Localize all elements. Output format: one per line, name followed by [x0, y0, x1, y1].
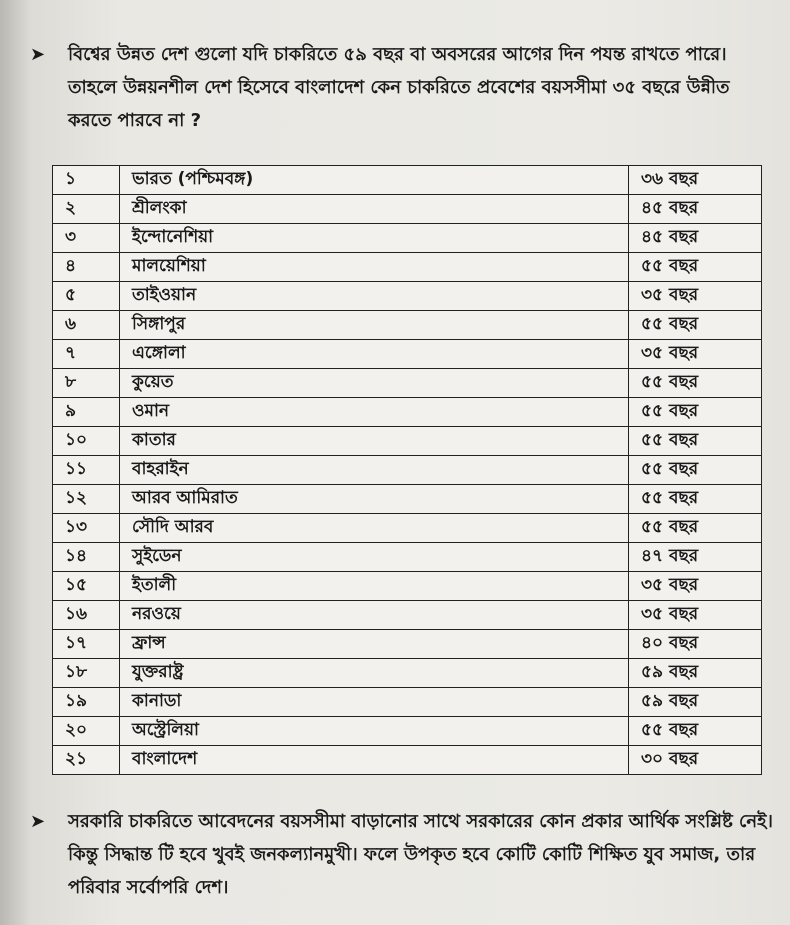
row-number: ১৮	[52, 658, 120, 688]
table-row: ১৭ ফ্রান্স ৪০ বছর	[52, 629, 762, 659]
table-row: ৫ তাইওয়ান ৩৫ বছর	[52, 281, 762, 311]
row-number: ১৩	[52, 513, 120, 543]
table-row: ১৩ সৌদি আরব ৫৫ বছর	[52, 513, 762, 543]
country-name: আরব আমিরাত	[119, 484, 629, 514]
table-row: ৬ সিঙ্গাপুর ৫৫ বছর	[52, 310, 762, 340]
age-limit: ৫৫ বছর	[628, 368, 762, 398]
age-limit: ৫৯ বছর	[628, 687, 762, 717]
age-limit: ৩৬ বছর	[628, 165, 762, 195]
age-limit: ৫৫ বছর	[628, 716, 762, 746]
age-limit: ৪৫ বছর	[628, 194, 762, 224]
table-row: ১২ আরব আমিরাত ৫৫ বছর	[52, 484, 762, 514]
row-number: ৯	[52, 397, 120, 427]
table-row: ২ শ্রীলংকা ৪৫ বছর	[52, 194, 762, 224]
age-limit: ৪৫ বছর	[628, 223, 762, 253]
intro-text: বিশ্বের উন্নত দেশ গুলো যদি চাকরিতে ৫৯ বছ…	[68, 44, 730, 131]
country-name: বাংলাদেশ	[119, 745, 629, 775]
table-row: ১ ভারত (পশ্চিমবঙ্গ) ৩৬ বছর	[52, 165, 762, 195]
country-name: সিঙ্গাপুর	[119, 310, 629, 340]
row-number: ১২	[52, 484, 120, 514]
row-number: ১৯	[52, 687, 120, 717]
age-limit: ৫৫ বছর	[628, 310, 762, 340]
row-number: ১৭	[52, 629, 120, 659]
table-row: ২০ অস্ট্রেলিয়া ৫৫ বছর	[52, 716, 762, 746]
country-name: সৌদি আরব	[119, 513, 629, 543]
country-name: কাতার	[119, 426, 629, 456]
table-row: ৮ কুয়েত ৫৫ বছর	[52, 368, 762, 398]
country-name: ফ্রান্স	[119, 629, 629, 659]
country-name: এঙ্গোলা	[119, 339, 629, 369]
country-name: নরওয়ে	[119, 600, 629, 630]
retirement-age-table: ১ ভারত (পশ্চিমবঙ্গ) ৩৬ বছর ২ শ্রীলংকা ৪৫ বছর ৩…	[52, 165, 762, 775]
row-number: ৬	[52, 310, 120, 340]
age-limit: ৫৫ বছর	[628, 513, 762, 543]
country-name: কুয়েত	[119, 368, 629, 398]
row-number: ১৬	[52, 600, 120, 630]
arrowhead-bullet-icon: ➤	[30, 811, 46, 832]
row-number: ১০	[52, 426, 120, 456]
table-row: ১৮ যুক্তরাষ্ট্র ৫৯ বছর	[52, 658, 762, 688]
age-limit: ৫৫ বছর	[628, 455, 762, 485]
conclusion-paragraph: ➤ সরকারি চাকরিতে আবেদনের বয়সসীমা বাড়ান…	[30, 805, 775, 904]
country-name: যুক্তরাষ্ট্র	[119, 658, 629, 688]
table-row: ১০ কাতার ৫৫ বছর	[52, 426, 762, 456]
row-number: ৩	[52, 223, 120, 253]
age-limit: ৩৫ বছর	[628, 339, 762, 369]
country-name: বাহরাইন	[119, 455, 629, 485]
intro-paragraph: ➤ বিশ্বের উন্নত দেশ গুলো যদি চাকরিতে ৫৯ …	[30, 38, 775, 137]
row-number: ৭	[52, 339, 120, 369]
age-limit: ৫৫ বছর	[628, 484, 762, 514]
table-row: ১১ বাহরাইন ৫৫ বছর	[52, 455, 762, 485]
age-limit: ৪০ বছর	[628, 629, 762, 659]
age-limit: ৫৫ বছর	[628, 426, 762, 456]
row-number: ১১	[52, 455, 120, 485]
table-row: ৭ এঙ্গোলা ৩৫ বছর	[52, 339, 762, 369]
conclusion-text: সরকারি চাকরিতে আবেদনের বয়সসীমা বাড়ানোর…	[68, 811, 773, 898]
table-row: ১৬ নরওয়ে ৩৫ বছর	[52, 600, 762, 630]
row-number: ১৪	[52, 542, 120, 572]
row-number: ৮	[52, 368, 120, 398]
age-limit: ৩৫ বছর	[628, 571, 762, 601]
row-number: ৪	[52, 252, 120, 282]
table-row: ২১ বাংলাদেশ ৩০ বছর	[52, 745, 762, 775]
age-limit: ৩৫ বছর	[628, 600, 762, 630]
row-number: ৫	[52, 281, 120, 311]
country-name: তাইওয়ান	[119, 281, 629, 311]
table-row: ১৫ ইতালী ৩৫ বছর	[52, 571, 762, 601]
country-name: ওমান	[119, 397, 629, 427]
age-limit: ৫৯ বছর	[628, 658, 762, 688]
table-row: ৯ ওমান ৫৫ বছর	[52, 397, 762, 427]
row-number: ১৫	[52, 571, 120, 601]
row-number: ১	[52, 165, 120, 195]
country-name: অস্ট্রেলিয়া	[119, 716, 629, 746]
table-row: ১৪ সুইডেন ৪৭ বছর	[52, 542, 762, 572]
row-number: ২	[52, 194, 120, 224]
country-name: ইতালী	[119, 571, 629, 601]
row-number: ২০	[52, 716, 120, 746]
country-name: শ্রীলংকা	[119, 194, 629, 224]
table-row: ১৯ কানাডা ৫৯ বছর	[52, 687, 762, 717]
age-limit: ৫৫ বছর	[628, 397, 762, 427]
age-limit: ৩৫ বছর	[628, 281, 762, 311]
country-name: ভারত (পশ্চিমবঙ্গ)	[119, 165, 629, 195]
age-limit: ৫৫ বছর	[628, 252, 762, 282]
age-limit: ৩০ বছর	[628, 745, 762, 775]
country-name: ইন্দোনেশিয়া	[119, 223, 629, 253]
arrowhead-bullet-icon: ➤	[30, 44, 46, 65]
age-limit: ৪৭ বছর	[628, 542, 762, 572]
table-row: ৪ মালয়েশিয়া ৫৫ বছর	[52, 252, 762, 282]
row-number: ২১	[52, 745, 120, 775]
country-name: মালয়েশিয়া	[119, 252, 629, 282]
table-row: ৩ ইন্দোনেশিয়া ৪৫ বছর	[52, 223, 762, 253]
country-name: সুইডেন	[119, 542, 629, 572]
country-name: কানাডা	[119, 687, 629, 717]
